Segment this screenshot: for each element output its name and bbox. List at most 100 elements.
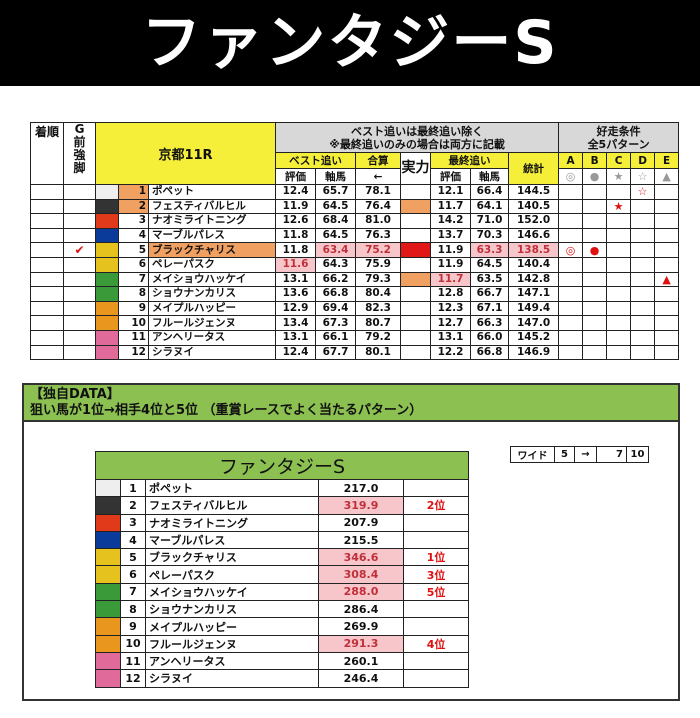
horse-number: 10: [118, 315, 149, 331]
value-sum: 75.9: [355, 256, 402, 273]
horse-name: マーブルパレス: [147, 227, 277, 244]
score-value: 217.0: [318, 478, 404, 498]
horse-name: メイプルハッピー: [145, 617, 319, 636]
score-value: 346.6: [318, 548, 404, 567]
score-value: 260.1: [318, 651, 404, 671]
header-stat: 統計: [508, 152, 560, 185]
pattern-mark-icon: [558, 198, 584, 215]
horse-number: 9: [118, 300, 149, 317]
value-l_eval: 11.9: [430, 242, 472, 258]
pattern-mark-icon: [582, 329, 608, 346]
score-row: 7 メイショウハッケイ 288.0 5位: [95, 582, 470, 602]
score-rank: 4位: [402, 634, 470, 653]
pattern-mark-icon: [582, 300, 608, 317]
pattern-mark-icon: [558, 184, 584, 200]
pattern-mark-icon: [654, 329, 680, 346]
pattern-mark-icon: [582, 286, 608, 302]
score-row: 8 ショウナンカリス 286.4: [95, 600, 470, 619]
horse-name: メイショウハッケイ: [145, 582, 319, 602]
horse-name: ブラックチャリス: [147, 242, 277, 258]
score-row: 10 フルールジェンヌ 291.3 4位: [95, 634, 470, 653]
jitsu-indicator: [400, 213, 432, 229]
value-stat: 140.4: [508, 256, 560, 273]
note-2: ※最終追いのみの場合は両方に記載: [329, 137, 505, 151]
header-rank: 着順: [30, 122, 64, 185]
horse-number: 5: [118, 242, 149, 258]
value-l_eval: 13.1: [430, 329, 472, 346]
horse-number: 7: [118, 271, 149, 288]
pattern-mark-icon: [606, 286, 632, 302]
horse-row: 10 フルールジェンヌ 13.4 67.3 80.7 12.7 66.3 147.0: [30, 315, 680, 331]
horse-number: 5: [120, 548, 146, 567]
score-rank: [402, 669, 470, 688]
check-mark-icon: [63, 198, 96, 215]
frame-color-swatch: [95, 315, 119, 331]
pattern-mark-icon: [582, 227, 608, 244]
value-l_eval: 11.9: [430, 256, 472, 273]
pattern-mark-icon: [654, 344, 680, 361]
frame-color-swatch: [95, 213, 119, 229]
value-sum: 78.1: [355, 184, 402, 200]
finish-rank-cell: [30, 271, 64, 288]
note-1: ベスト追いは最終追い除く: [350, 124, 484, 138]
horse-number: 10: [120, 634, 146, 653]
value-b_jiku: 67.3: [315, 315, 357, 331]
value-stat: 140.5: [508, 198, 560, 215]
horse-name: シラヌイ: [145, 669, 319, 688]
horse-number: 1: [118, 184, 149, 200]
jitsu-indicator: [400, 184, 432, 200]
value-stat: 146.9: [508, 344, 560, 361]
horse-name: ショウナンカリス: [145, 600, 319, 619]
score-rank: 1位: [402, 548, 470, 567]
pattern-mark-icon: [630, 344, 656, 361]
horse-name: フェスティバルヒル: [145, 496, 319, 515]
value-stat: 152.0: [508, 213, 560, 229]
value-stat: 145.2: [508, 329, 560, 346]
cond-1: 好走条件: [596, 124, 641, 138]
value-sum: 82.3: [355, 300, 402, 317]
pattern-mark-icon: [558, 213, 584, 229]
value-l_jiku: 66.0: [470, 329, 510, 346]
pattern-c-symbol-icon: ★: [606, 168, 632, 185]
pattern-mark-icon: [558, 286, 584, 302]
pattern-mark-icon: [630, 315, 656, 331]
score-rank: [402, 513, 470, 532]
value-stat: 147.1: [508, 286, 560, 302]
frame-color-swatch: [95, 530, 121, 550]
header-total: 合算: [355, 152, 402, 169]
header-g: G 前 強 脚: [63, 122, 96, 185]
frame-color-swatch: [95, 496, 121, 515]
horse-name: マーブルパレス: [145, 530, 319, 550]
value-b_jiku: 68.4: [315, 213, 357, 229]
value-l_jiku: 66.7: [470, 286, 510, 302]
value-l_jiku: 66.8: [470, 344, 510, 361]
frame-color-swatch: [95, 651, 121, 671]
value-b_jiku: 64.5: [315, 227, 357, 244]
value-l_eval: 12.2: [430, 344, 472, 361]
horse-name: フルールジェンヌ: [145, 634, 319, 653]
value-l_jiku: 71.0: [470, 213, 510, 229]
check-mark-icon: [63, 256, 96, 273]
horse-number: 2: [118, 198, 149, 215]
data-section-header: 【独自DATA】 狙い馬が1位→相手4位と5位 （重賞レースでよく当たるパターン…: [24, 385, 678, 422]
jitsu-indicator: [400, 256, 432, 273]
frame-color-swatch: [95, 198, 119, 215]
jitsu-indicator: [400, 242, 432, 258]
score-value: 269.9: [318, 617, 404, 636]
horse-row: 2 フェスティバルヒル 11.9 64.5 76.4 11.7 64.1 140.5 ★: [30, 198, 680, 215]
pattern-mark-icon: [606, 242, 632, 258]
horse-number: 12: [120, 669, 146, 688]
pattern-mark-icon: [582, 213, 608, 229]
horse-row: ✔ 5 ブラックチャリス 11.8 63.4 75.2 11.9 63.3 138.5 ◎ ●: [30, 242, 680, 258]
finish-rank-cell: [30, 227, 64, 244]
wide-to-1: 7: [596, 446, 627, 463]
data-heading: 【独自DATA】: [30, 387, 120, 402]
frame-color-swatch: [95, 344, 119, 361]
check-mark-icon: [63, 315, 96, 331]
pattern-mark-icon: [582, 315, 608, 331]
value-b_eval: 13.1: [275, 271, 317, 288]
pattern-mark-icon: [606, 256, 632, 273]
value-b_eval: 12.9: [275, 300, 317, 317]
score-row: 9 メイプルハッピー 269.9: [95, 617, 470, 636]
value-stat: 138.5: [508, 242, 560, 258]
